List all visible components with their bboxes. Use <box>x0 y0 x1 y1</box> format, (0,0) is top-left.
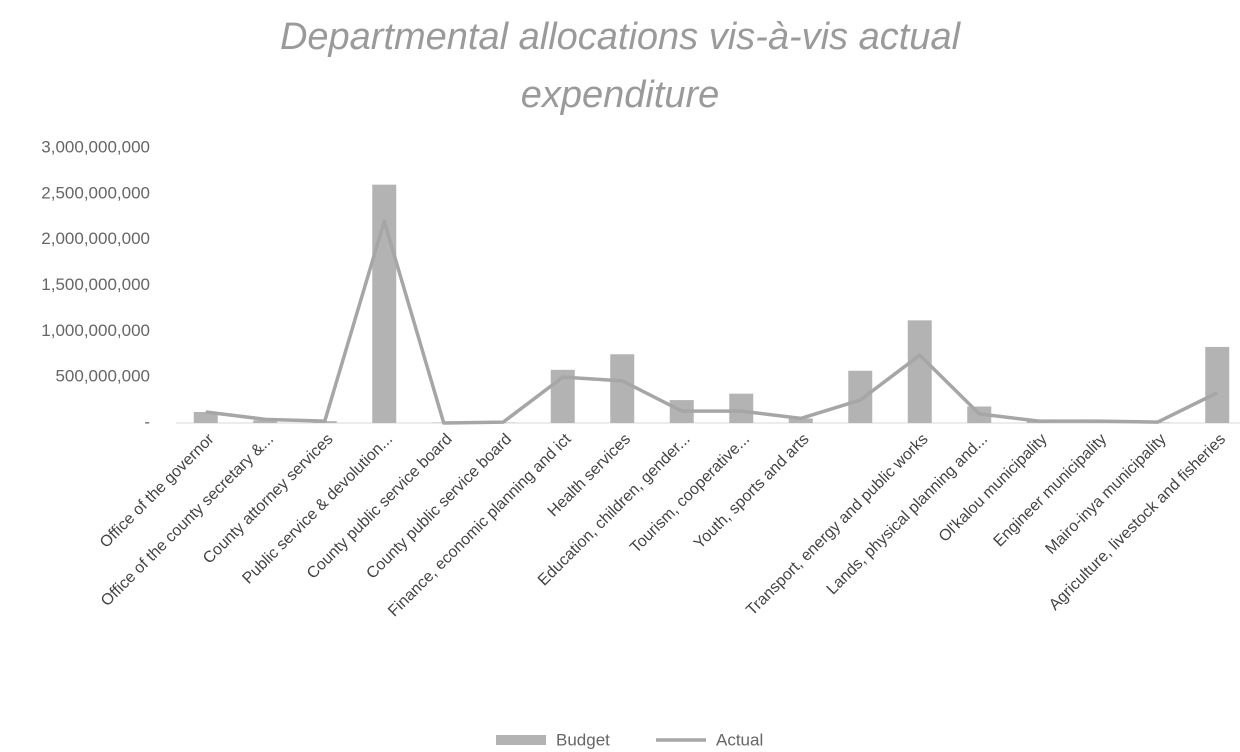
y-tick-label: 1,500,000,000 <box>41 275 150 294</box>
y-tick-label: 3,000,000,000 <box>41 137 150 156</box>
bar <box>729 393 754 423</box>
y-tick-label: 500,000,000 <box>55 367 150 386</box>
x-tick-label: Ol'kalou municipality <box>936 431 1051 546</box>
legend-swatch <box>496 735 546 745</box>
bar <box>907 320 932 423</box>
y-tick-label: 2,500,000,000 <box>41 183 150 202</box>
x-tick-label: Mairo-inya municipality <box>1042 431 1169 558</box>
legend-label: Actual <box>716 730 763 749</box>
x-tick-label: Tourism, cooperative... <box>627 431 753 557</box>
y-tick-label: 2,000,000,000 <box>41 229 150 248</box>
x-tick-label: Youth, sports and arts <box>691 431 813 553</box>
legend-label: Budget <box>556 730 610 749</box>
line <box>205 219 1219 425</box>
bar <box>610 354 635 423</box>
x-tick-label: Engineer municipality <box>991 431 1111 551</box>
bar <box>788 418 813 423</box>
bar <box>848 370 873 423</box>
y-tick-label: - <box>144 412 150 431</box>
chart-title: Departmental allocations vis-à-vis actua… <box>279 16 961 116</box>
bar <box>193 412 218 423</box>
x-tick-label: Office of the governor <box>97 430 218 551</box>
bar <box>1205 346 1230 423</box>
bar <box>253 420 278 423</box>
y-tick-label: 1,000,000,000 <box>41 321 150 340</box>
